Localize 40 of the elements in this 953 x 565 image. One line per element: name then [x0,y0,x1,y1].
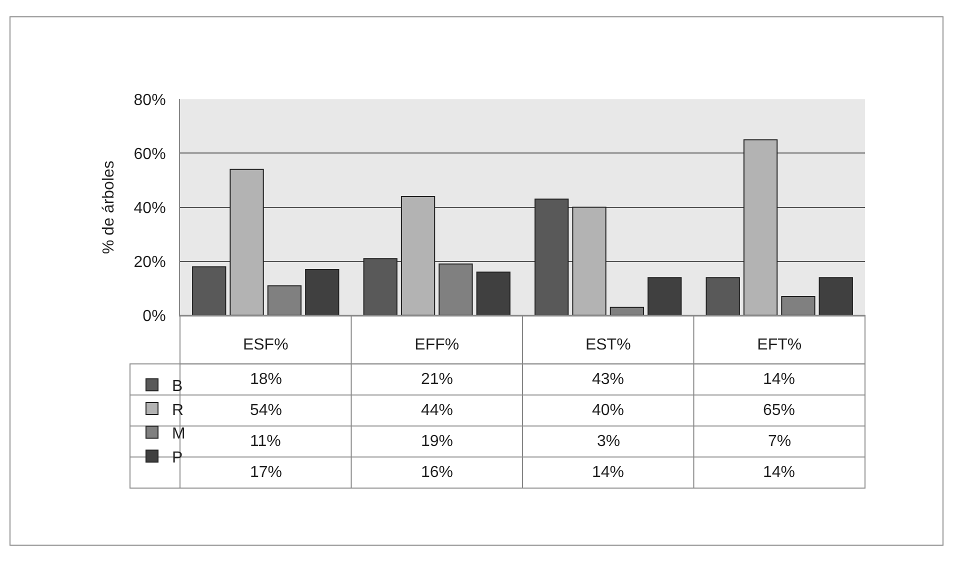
x-tick-label: EFF% [414,336,460,354]
y-tick-label: 20% [134,254,166,271]
y-axis-title: % de árboles [100,160,118,254]
bar [572,206,606,316]
data-label: 19% [421,433,454,450]
data-label: 40% [592,402,624,419]
data-label: 43% [592,371,624,388]
bar [192,266,226,316]
data-label: 14% [763,464,796,481]
data-label: 14% [592,464,624,481]
x-tick-label: EST% [585,336,631,354]
data-label: 3% [597,433,620,450]
data-label: 65% [763,402,796,419]
data-label: 11% [250,433,281,450]
y-tick-label: 40% [134,200,166,217]
data-label: 17% [250,464,282,481]
x-tick-label: ESF% [242,336,288,354]
x-tick-label: EFT% [757,336,802,354]
bar [743,139,778,316]
data-label: 44% [421,402,454,419]
legend-label: B [172,378,183,395]
bar [400,196,436,316]
bar [818,277,853,316]
bar [476,272,510,316]
bar [305,268,340,316]
bar [706,277,740,316]
y-tick-label: 0% [142,308,166,326]
y-tick-label: 80% [134,92,166,109]
data-label: 7% [768,433,792,450]
data-label: 14% [763,371,796,388]
data-label: 21% [421,371,454,388]
bar [648,277,682,316]
y-tick-label: 60% [134,146,166,163]
legend-label: P [172,449,183,466]
legend-label: R [172,402,184,419]
bar [230,168,264,316]
data-label: 18% [250,371,282,388]
legend-label: M [172,426,186,443]
data-label: 16% [421,464,454,481]
data-label: 54% [250,402,282,419]
